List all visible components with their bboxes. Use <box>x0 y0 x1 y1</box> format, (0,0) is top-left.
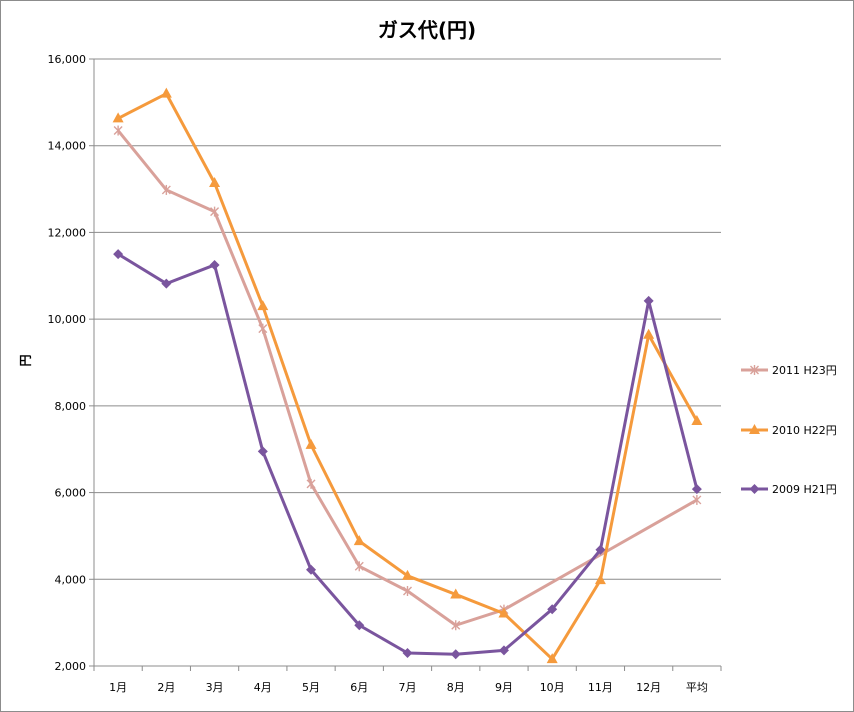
data-point <box>498 607 510 618</box>
x-tick-label: 11月 <box>588 681 613 694</box>
legend-marker <box>750 365 759 375</box>
legend-label: 2010 H22円 <box>772 424 837 437</box>
x-tick-label: 4月 <box>254 681 272 694</box>
x-tick-label: 1月 <box>109 681 127 694</box>
data-point <box>354 561 364 572</box>
data-point <box>450 588 462 599</box>
data-point <box>161 278 172 289</box>
x-tick-label: 5月 <box>302 681 320 694</box>
y-tick-label: 16,000 <box>48 53 87 66</box>
data-point <box>450 649 461 660</box>
x-tick-label: 平均 <box>686 681 708 694</box>
data-point <box>643 328 655 339</box>
data-point <box>306 478 316 489</box>
data-point <box>161 184 171 195</box>
x-tick-label: 10月 <box>540 681 565 694</box>
data-point <box>160 87 172 98</box>
data-point <box>595 544 606 555</box>
data-point <box>498 645 509 656</box>
series-line-0 <box>116 129 698 627</box>
legend-marker <box>749 484 760 494</box>
data-point <box>113 125 123 136</box>
data-point <box>547 604 558 615</box>
x-tick-label: 3月 <box>206 681 224 694</box>
data-point <box>210 206 220 217</box>
data-point <box>691 484 702 495</box>
data-point <box>257 300 269 311</box>
x-tick-label: 2月 <box>157 681 175 694</box>
data-point <box>257 446 268 457</box>
y-tick-label: 14,000 <box>48 140 87 153</box>
data-point <box>209 177 221 188</box>
data-point <box>402 569 413 580</box>
data-point <box>353 535 365 546</box>
data-point <box>451 620 461 631</box>
data-point <box>113 249 124 260</box>
y-tick-label: 10,000 <box>48 313 87 326</box>
legend-label: 2009 H21円 <box>772 483 837 496</box>
y-tick-label: 6,000 <box>55 487 87 500</box>
data-point <box>305 438 317 449</box>
data-point <box>643 295 654 306</box>
x-tick-label: 12月 <box>636 681 661 694</box>
data-point <box>402 647 413 658</box>
x-tick-label: 7月 <box>399 681 417 694</box>
legend-marker <box>749 424 760 434</box>
y-tick-label: 8,000 <box>55 400 87 413</box>
x-tick-label: 6月 <box>350 681 368 694</box>
data-point <box>354 620 365 631</box>
x-tick-label: 9月 <box>495 681 513 694</box>
data-point <box>258 323 268 334</box>
legend-label: 2011 H23円 <box>772 364 837 377</box>
data-point <box>692 494 702 505</box>
data-point <box>594 574 606 585</box>
data-point <box>112 112 124 123</box>
data-point <box>546 653 558 664</box>
y-tick-label: 2,000 <box>55 660 87 673</box>
data-point <box>691 415 703 426</box>
data-point <box>403 585 412 596</box>
data-point <box>209 259 220 270</box>
data-point <box>306 564 317 575</box>
chart-title: ガス代(円) <box>377 18 477 42</box>
y-tick-label: 12,000 <box>48 226 87 239</box>
x-tick-label: 8月 <box>447 681 465 694</box>
y-tick-label: 4,000 <box>55 573 87 586</box>
